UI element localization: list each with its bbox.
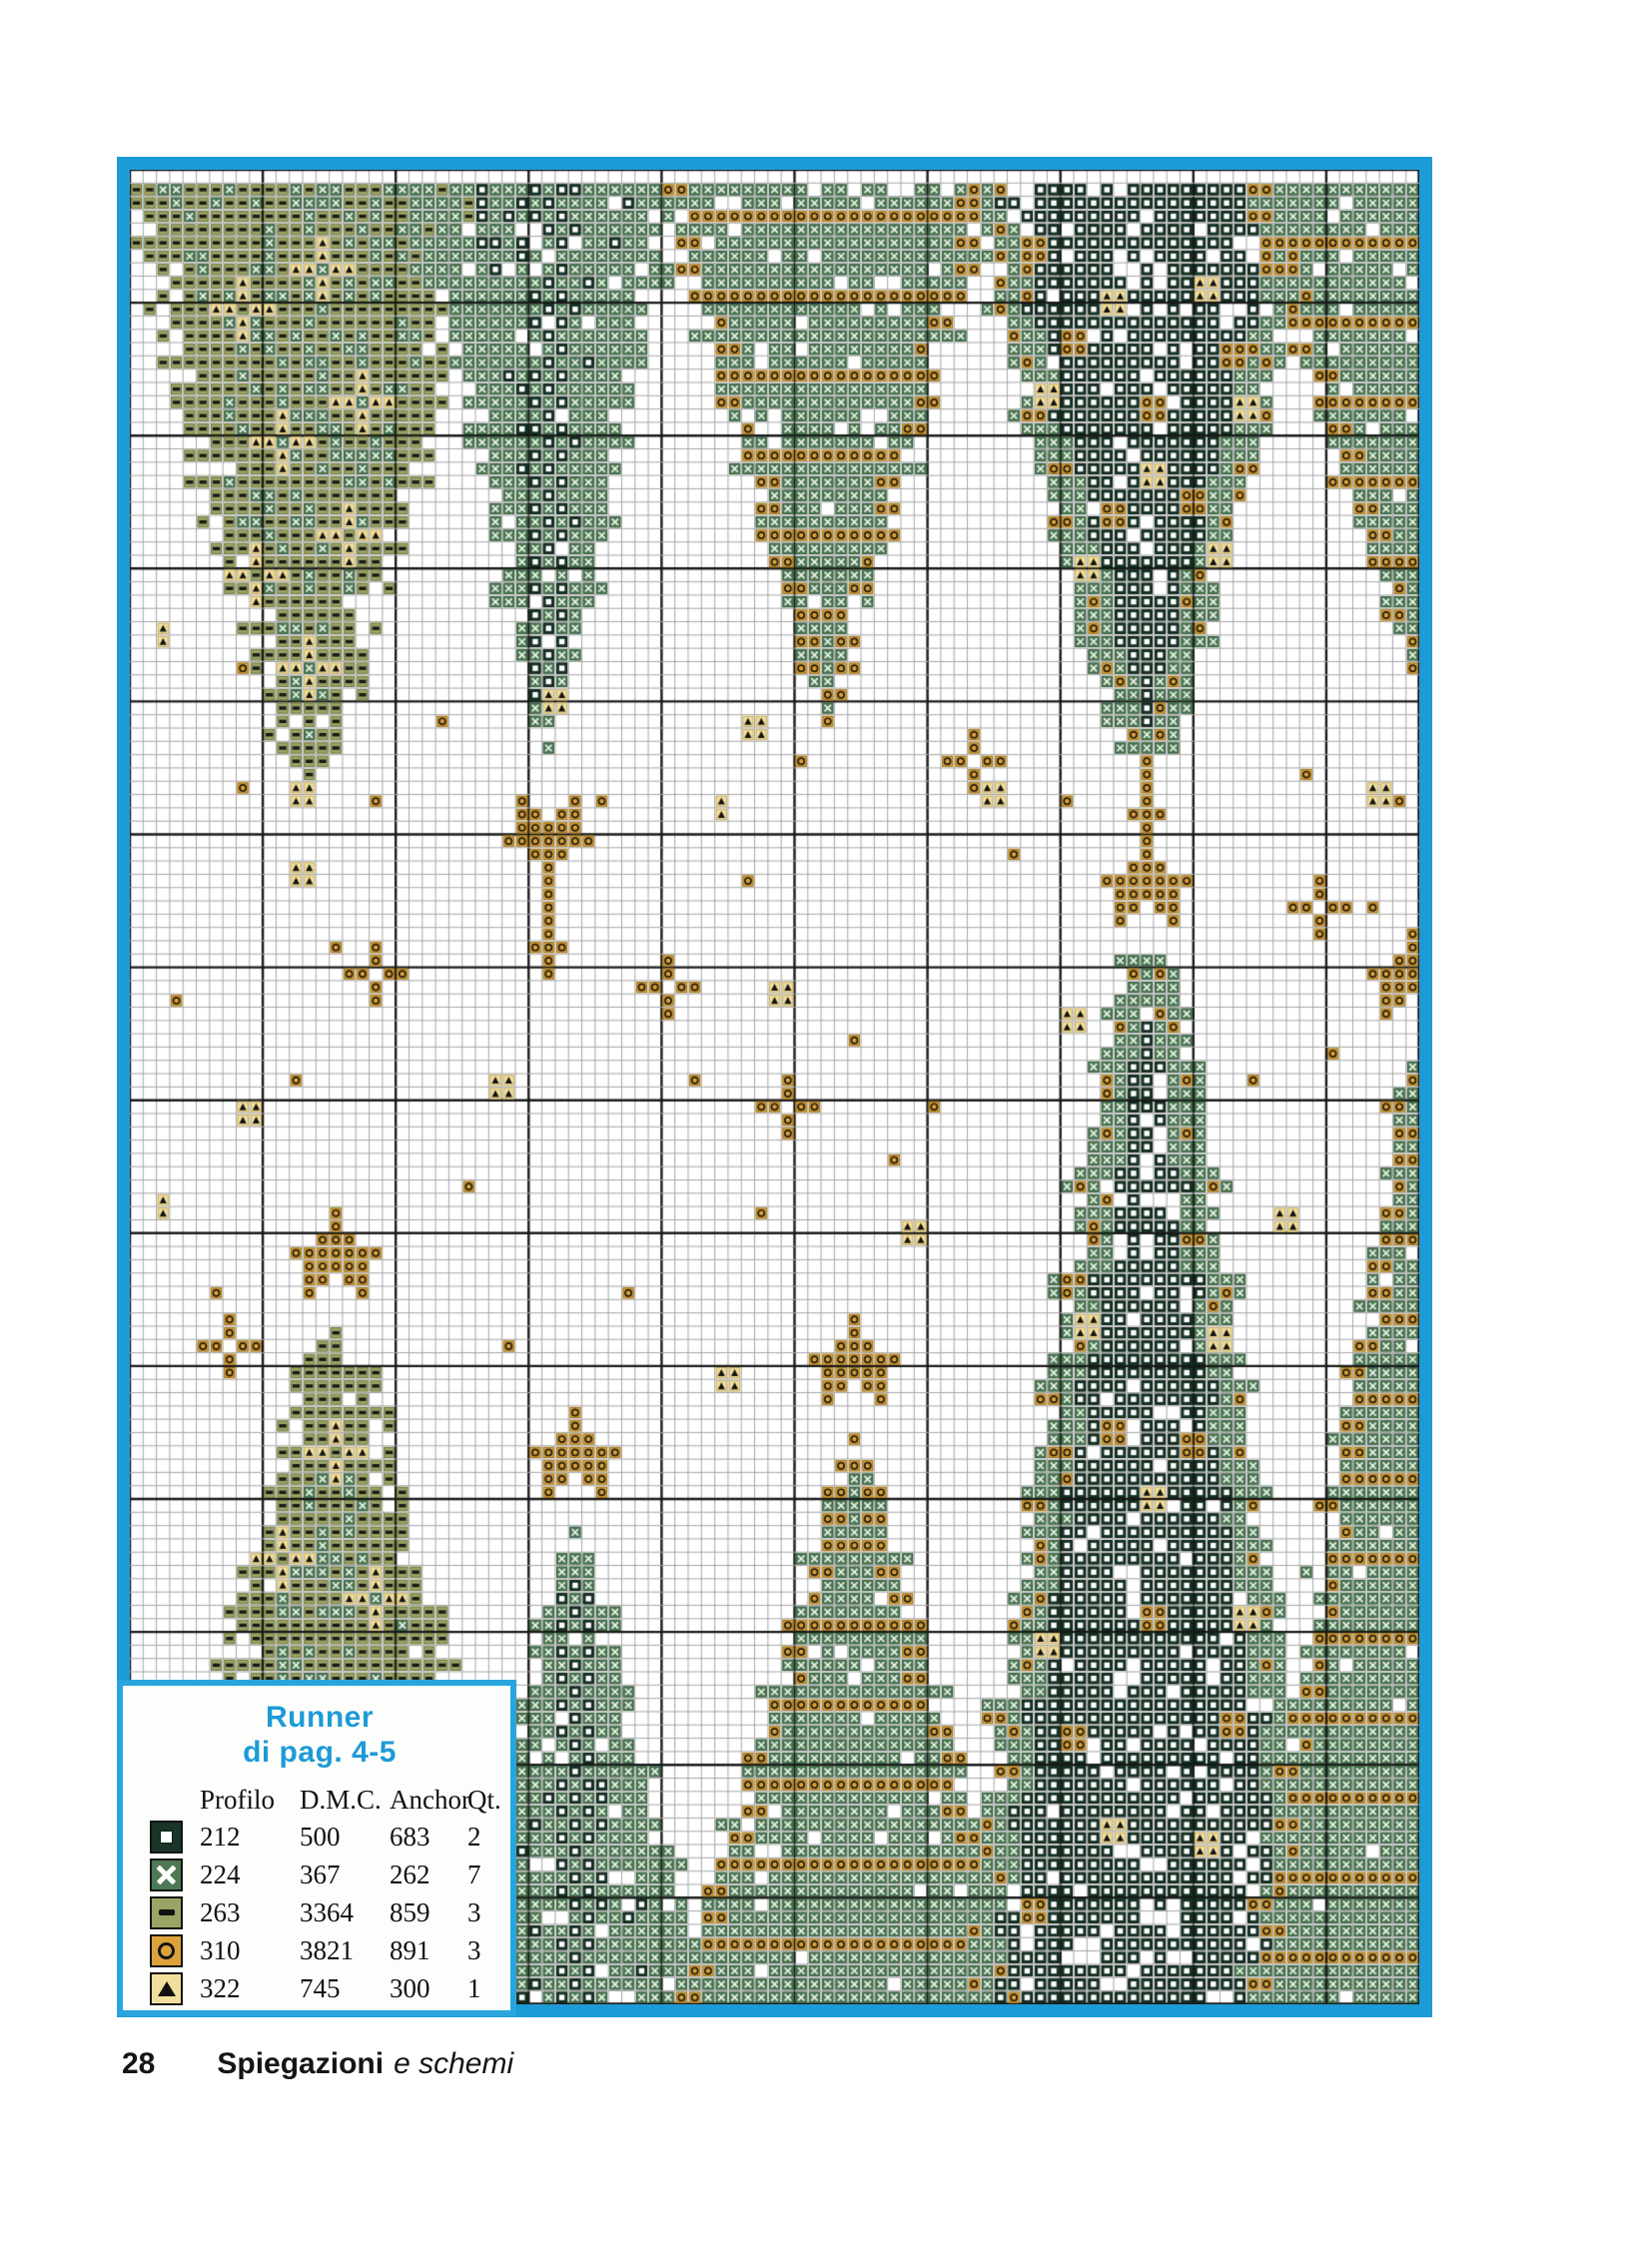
legend-dmc-value: 3821 bbox=[300, 1934, 354, 1965]
footer-section-italic: e schemi bbox=[394, 2047, 514, 2080]
legend-row: 224 367 262 7 bbox=[150, 1856, 510, 1893]
legend-row: 310 3821 891 3 bbox=[150, 1931, 510, 1969]
legend-box: Runner di pag. 4-5 Profilo D.M.C. Anchor… bbox=[117, 1680, 516, 2016]
legend-qt-value: 1 bbox=[467, 1972, 481, 2003]
stitch-symbol-cross-icon bbox=[150, 1858, 183, 1891]
legend-qt-value: 2 bbox=[467, 1821, 481, 1852]
legend-row: 263 3364 859 3 bbox=[150, 1893, 510, 1931]
legend-qt-value: 3 bbox=[467, 1934, 481, 1965]
legend-row: 212 500 683 2 bbox=[150, 1818, 510, 1856]
legend-profilo-value: 322 bbox=[200, 1972, 241, 2003]
legend-anchor-value: 300 bbox=[390, 1972, 430, 2003]
legend-table: Profilo D.M.C. Anchor Qt. 212 500 683 2 … bbox=[150, 1782, 510, 2007]
legend-anchor-value: 859 bbox=[390, 1896, 430, 1927]
stitch-symbol-circle-icon bbox=[150, 1933, 183, 1967]
legend-header-qt: Qt. bbox=[467, 1784, 501, 1815]
legend-header-profilo: Profilo bbox=[200, 1784, 276, 1815]
legend-header-anchor: Anchor bbox=[390, 1784, 470, 1815]
stitch-symbol-triangle-icon bbox=[150, 1971, 183, 2005]
stitch-symbol-dash-icon bbox=[150, 1895, 183, 1929]
legend-dmc-value: 500 bbox=[300, 1821, 341, 1852]
legend-profilo-value: 310 bbox=[200, 1934, 241, 1965]
legend-title-line1: Runner bbox=[266, 1701, 374, 1734]
legend-qt-value: 3 bbox=[467, 1896, 481, 1927]
legend-anchor-value: 683 bbox=[390, 1821, 430, 1852]
stitch-symbol-square-icon bbox=[150, 1820, 183, 1854]
legend-dmc-value: 3364 bbox=[300, 1896, 354, 1927]
legend-dmc-value: 745 bbox=[300, 1972, 341, 2003]
legend-dmc-value: 367 bbox=[300, 1859, 341, 1889]
legend-header-row: Profilo D.M.C. Anchor Qt. bbox=[150, 1782, 510, 1818]
legend-anchor-value: 262 bbox=[390, 1859, 430, 1889]
page-number: 28 bbox=[122, 2047, 156, 2080]
footer-section-bold: Spiegazioni bbox=[217, 2047, 385, 2080]
legend-qt-value: 7 bbox=[467, 1859, 481, 1889]
legend-title-line2: di pag. 4-5 bbox=[243, 1736, 397, 1769]
legend-profilo-value: 224 bbox=[200, 1859, 241, 1889]
legend-anchor-value: 891 bbox=[390, 1934, 430, 1965]
legend-profilo-value: 263 bbox=[200, 1896, 241, 1927]
page-footer: 28 Spiegazioni e schemi bbox=[122, 2047, 513, 2081]
legend-title: Runner di pag. 4-5 bbox=[150, 1700, 489, 1770]
legend-profilo-value: 212 bbox=[200, 1821, 241, 1852]
legend-row: 322 745 300 1 bbox=[150, 1969, 510, 2007]
legend-header-dmc: D.M.C. bbox=[300, 1784, 382, 1815]
